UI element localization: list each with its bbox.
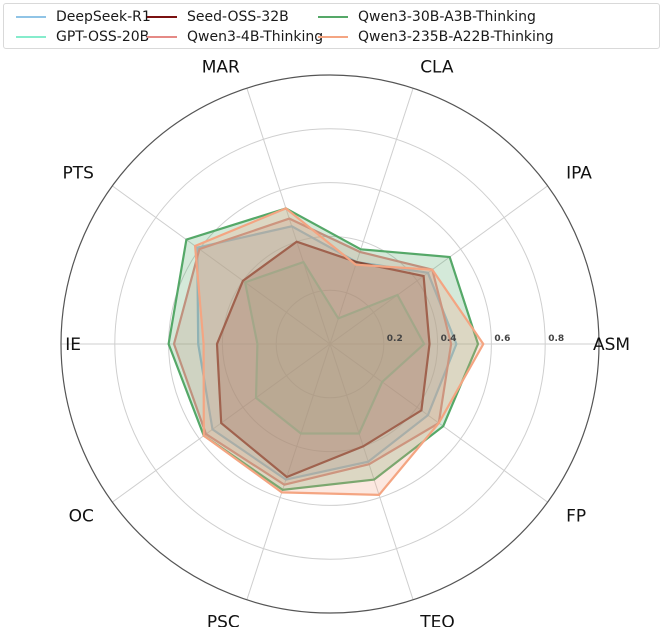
legend-swatch <box>318 36 348 38</box>
axis-label-psc: PSC <box>207 613 240 627</box>
legend-item-qwen3-4b-thinking: Qwen3-4B-Thinking <box>147 28 323 46</box>
grid-spoke <box>329 343 414 600</box>
radial-tick-label: 0.6 <box>494 334 510 344</box>
legend-label: Qwen3-4B-Thinking <box>187 29 324 45</box>
legend-swatch <box>147 16 177 18</box>
radar-grid <box>60 74 600 614</box>
axis-label-teo: TEO <box>419 613 455 627</box>
legend: DeepSeek-R1 GPT-OSS-20B Seed-OSS-32B Qwe… <box>3 3 660 49</box>
series-qwen3-4b-thinking <box>172 217 453 486</box>
axis-label-pts: PTS <box>62 163 93 183</box>
series-qwen3-30b-a3b-thinking <box>167 207 480 491</box>
axis-label-mar: MAR <box>202 57 240 77</box>
legend-item-qwen3-235b-a22b-thinking: Qwen3-235B-A22B-Thinking <box>318 28 554 46</box>
legend-label: Qwen3-30B-A3B-Thinking <box>358 9 536 25</box>
legend-label: GPT-OSS-20B <box>56 29 150 45</box>
legend-swatch <box>318 16 348 18</box>
axis-label-cla: CLA <box>420 57 454 77</box>
legend-swatch <box>16 16 46 18</box>
legend-item-seed-oss-32b: Seed-OSS-32B <box>147 8 289 26</box>
radial-tick-label: 0.2 <box>387 334 403 344</box>
legend-label: Seed-OSS-32B <box>187 9 289 25</box>
grid-spoke <box>329 88 414 345</box>
legend-label: DeepSeek-R1 <box>56 9 151 25</box>
series-qwen3-235b-a22b-thinking <box>193 207 485 497</box>
radial-tick-label: 0.4 <box>441 334 457 344</box>
radar-series <box>167 207 485 497</box>
grid-spoke <box>246 343 331 600</box>
legend-label: Qwen3-235B-A22B-Thinking <box>358 29 554 45</box>
legend-swatch <box>16 36 46 38</box>
legend-item-qwen3-30b-a3b-thinking: Qwen3-30B-A3B-Thinking <box>318 8 536 26</box>
grid-spoke <box>246 88 331 345</box>
axis-label-oc: OC <box>69 507 94 527</box>
outer-frame <box>60 74 600 614</box>
series-gpt-oss-20b <box>243 260 426 435</box>
axis-label-fp: FP <box>566 507 586 527</box>
grid-spoke <box>329 185 548 345</box>
axis-label-ie: IE <box>65 335 81 355</box>
legend-swatch <box>147 36 177 38</box>
axis-label-ipa: IPA <box>566 163 592 183</box>
radial-tick-label: 0.8 <box>548 334 564 344</box>
grid-spoke <box>112 185 331 345</box>
legend-item-gpt-oss-20b: GPT-OSS-20B <box>16 28 149 46</box>
legend-item-deepseek-r1: DeepSeek-R1 <box>16 8 151 26</box>
radar-axis-labels: 0.2 0.4 0.6 0.8 ASM IPA CLA MAR PTS IE OC PSC TEO FP <box>62 57 630 627</box>
axis-label-asm: ASM <box>593 335 630 355</box>
